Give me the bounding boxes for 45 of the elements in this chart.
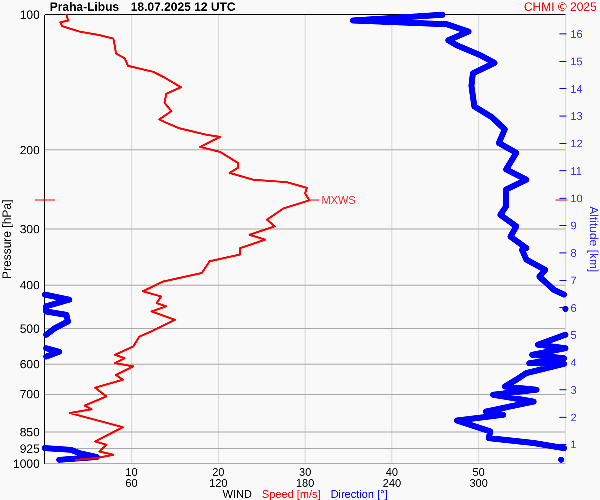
- y-tick-label: 925: [20, 442, 40, 456]
- x-tick-label: 40: [386, 466, 398, 479]
- y-tick-label: 850: [20, 426, 40, 440]
- y2-axis-title: Altitude [km]: [587, 206, 600, 273]
- x2-tick-label: 120: [209, 478, 228, 490]
- y2-tick-label: 14: [570, 84, 583, 96]
- x-tick-label: 20: [212, 466, 225, 479]
- chart-title: Praha-Libus: [50, 0, 120, 14]
- y2-tick-label: 8: [570, 248, 577, 260]
- y2-tick-label: 10: [570, 193, 583, 206]
- x2-tick-label: 180: [296, 478, 315, 490]
- chart-subtitle: 18.07.2025 12 UTC: [131, 0, 236, 14]
- annotation: MXWS: [322, 195, 356, 208]
- x-axis-title: WIND: [222, 489, 252, 500]
- x-tick-label: 30: [299, 466, 312, 479]
- y-tick-label: 500: [20, 322, 40, 336]
- y-tick-label: 200: [20, 143, 40, 158]
- y2-tick-label: 11: [570, 166, 582, 178]
- x2-tick-label: 60: [126, 478, 138, 490]
- y2-tick-label: 13: [570, 111, 583, 124]
- y2-tick-label: 6: [570, 302, 577, 315]
- y2-tick-label: 12: [570, 138, 583, 151]
- y-tick-label: 100: [20, 8, 40, 22]
- y2-tick-label: 16: [570, 29, 583, 42]
- y2-tick-label: 15: [570, 56, 583, 68]
- y2-tick-label: 3: [570, 384, 577, 397]
- y2-tick-label: 5: [570, 330, 577, 342]
- y2-tick-label: 2: [570, 412, 577, 424]
- y2-tick-label: 1: [570, 440, 577, 452]
- y2-tick-label: 9: [570, 220, 577, 233]
- y-tick-label: 1000: [13, 457, 40, 472]
- text: Direction [°]: [330, 489, 388, 500]
- y-tick-label: 300: [20, 222, 40, 236]
- y-tick-label: 600: [20, 358, 40, 372]
- y2-tick-label: 4: [570, 358, 577, 370]
- y2-tick-label: 7: [570, 275, 577, 288]
- y-axis-title: Pressure [hPa]: [0, 200, 14, 280]
- y-tick-label: 400: [20, 278, 40, 293]
- x-tick-label: 50: [472, 466, 486, 479]
- x2-tick-label: 240: [382, 478, 402, 490]
- text: Speed [m/s]: [262, 489, 321, 500]
- x-tick-label: 10: [126, 466, 138, 479]
- text: CHMI © 2025: [524, 0, 598, 14]
- x2-tick-label: 300: [470, 478, 488, 490]
- y-tick-label: 700: [20, 388, 40, 402]
